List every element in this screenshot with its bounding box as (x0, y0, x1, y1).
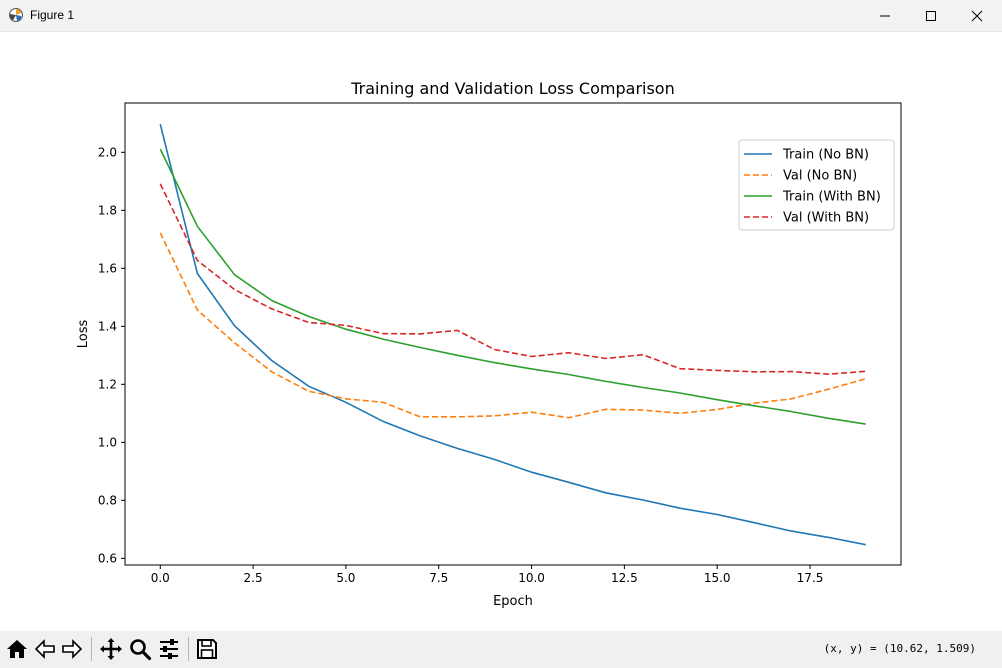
x-tick-label: 12.5 (611, 571, 638, 585)
y-tick-label: 2.0 (98, 145, 117, 159)
back-icon (34, 639, 55, 659)
pan-icon (100, 638, 122, 660)
matplotlib-icon (9, 8, 23, 22)
y-tick-label: 1.2 (98, 377, 117, 391)
chart-title: Training and Validation Loss Comparison (350, 79, 674, 98)
minimize-icon (880, 15, 890, 16)
legend-label: Val (With BN) (783, 211, 869, 226)
x-axis-label: Epoch (493, 594, 533, 609)
cursor-coordinates: (x, y) = (10.62, 1.509) (823, 642, 976, 655)
y-axis-label: Loss (76, 320, 91, 349)
x-tick-label: 15.0 (704, 571, 731, 585)
x-tick-label: 17.5 (797, 571, 824, 585)
loss-chart: Training and Validation Loss Comparison … (76, 79, 902, 609)
legend: Train (No BN) Val (No BN) Train (With BN) V… (738, 139, 895, 231)
legend-label: Train (No BN) (782, 148, 869, 163)
y-tick-label: 1.6 (98, 261, 117, 275)
home-icon (7, 640, 27, 658)
save-icon (197, 639, 217, 659)
series-line-3 (159, 148, 866, 425)
back-button[interactable] (32, 636, 58, 662)
y-tick-label: 1.8 (98, 203, 117, 217)
series-line-1 (159, 124, 866, 546)
legend-label: Train (With BN) (782, 190, 881, 205)
series-line-2 (159, 232, 866, 419)
maximize-icon (926, 10, 936, 21)
minimize-button[interactable] (862, 0, 908, 31)
configure-subplots-icon (160, 639, 178, 659)
maximize-button[interactable] (908, 0, 954, 31)
zoom-icon (130, 639, 152, 661)
y-tick-label: 1.4 (98, 319, 117, 333)
x-tick-label: 7.5 (429, 571, 448, 585)
pan-button[interactable] (98, 636, 124, 662)
figure-canvas[interactable]: Training and Validation Loss Comparison … (0, 32, 1002, 630)
y-tick-label: 1.0 (98, 435, 117, 449)
close-icon (971, 10, 983, 21)
window-title: Figure 1 (30, 8, 75, 22)
y-tick-label: 0.6 (98, 551, 117, 565)
axes-frame (124, 102, 902, 566)
legend-label: Val (No BN) (783, 169, 857, 184)
window-titlebar: Figure 1 (0, 0, 1002, 32)
y-tick-label: 0.8 (98, 493, 117, 507)
save-button[interactable] (194, 636, 220, 662)
series-line-4 (159, 183, 866, 376)
plot-area (159, 124, 866, 546)
zoom-button[interactable] (127, 636, 153, 662)
forward-icon (62, 639, 83, 659)
x-tick-label: 10.0 (518, 571, 545, 585)
x-tick-label: 0.0 (151, 571, 170, 585)
x-tick-label: 5.0 (336, 571, 355, 585)
configure-subplots-button[interactable] (156, 636, 182, 662)
toolbar-separator (91, 637, 92, 661)
forward-button[interactable] (59, 636, 85, 662)
close-button[interactable] (954, 0, 1000, 31)
navigation-toolbar: (x, y) = (10.62, 1.509) (0, 631, 1002, 668)
home-button[interactable] (4, 636, 30, 662)
legend-frame (738, 139, 895, 231)
x-tick-label: 2.5 (244, 571, 263, 585)
toolbar-separator (188, 637, 189, 661)
